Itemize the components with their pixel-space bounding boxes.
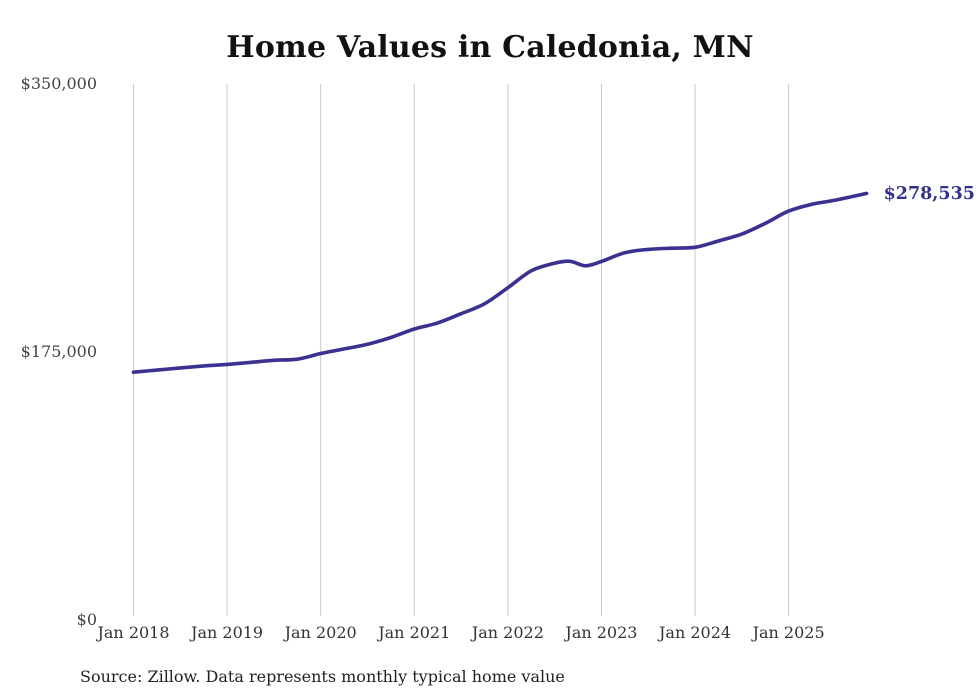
x-tick-label: Jan 2022 xyxy=(471,623,544,642)
x-tick-label: Jan 2020 xyxy=(284,623,357,642)
source-note: Source: Zillow. Data represents monthly … xyxy=(80,667,565,686)
y-tick-label: $350,000 xyxy=(20,74,97,93)
x-tick-label: Jan 2025 xyxy=(752,623,825,642)
y-tick-label: $0 xyxy=(76,610,97,629)
x-tick-label: Jan 2021 xyxy=(378,623,451,642)
latest-value-label: $278,535 xyxy=(883,184,975,205)
x-tick-label: Jan 2019 xyxy=(191,623,264,642)
gridlines xyxy=(133,84,790,616)
x-tick-label: Jan 2018 xyxy=(97,623,170,642)
x-tick-label: Jan 2024 xyxy=(658,623,732,642)
y-tick-label: $175,000 xyxy=(20,342,97,361)
chart-title: Home Values in Caledonia, MN xyxy=(226,30,754,65)
x-tick-label: Jan 2023 xyxy=(565,623,638,642)
home-value-line xyxy=(131,191,869,374)
